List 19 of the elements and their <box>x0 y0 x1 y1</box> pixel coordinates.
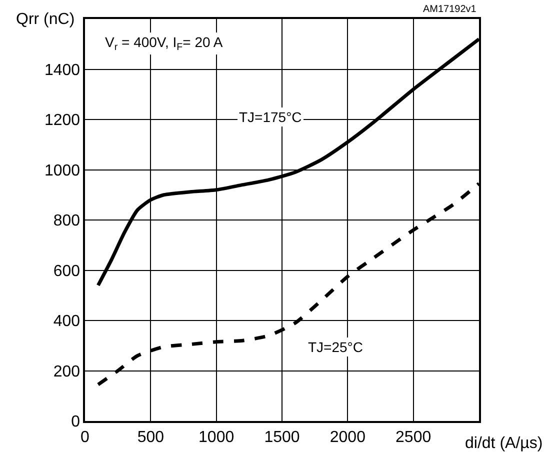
x-tick-label: 1500 <box>264 428 300 446</box>
x-tick-label: 500 <box>137 428 164 446</box>
series-label: TJ=25°C <box>308 339 364 355</box>
x-tick-label: 1000 <box>198 428 234 446</box>
annotation: V$_{r}$ = 400V, I$_{F}$= 20 A <box>105 34 224 53</box>
y-tick-label: 1400 <box>44 62 80 79</box>
y-tick-label: 600 <box>53 262 80 280</box>
y-tick-label: 200 <box>53 363 80 380</box>
y-tick-label: 0 <box>71 414 80 431</box>
text: TJ=175°C <box>239 109 302 125</box>
x-tick-label: 2000 <box>330 428 366 446</box>
y-tick-label: 400 <box>53 313 80 330</box>
y-tick-label: 800 <box>53 212 80 230</box>
x-axis-title: di/dt (A/µs) <box>465 435 543 452</box>
x-tick-label: 2500 <box>396 428 432 446</box>
y-axis-title: Qrr (nC) <box>16 11 75 28</box>
y-tick-label: 1000 <box>44 162 80 180</box>
text: AM17192v1 <box>423 4 477 15</box>
y-tick-label: 1200 <box>44 112 80 130</box>
